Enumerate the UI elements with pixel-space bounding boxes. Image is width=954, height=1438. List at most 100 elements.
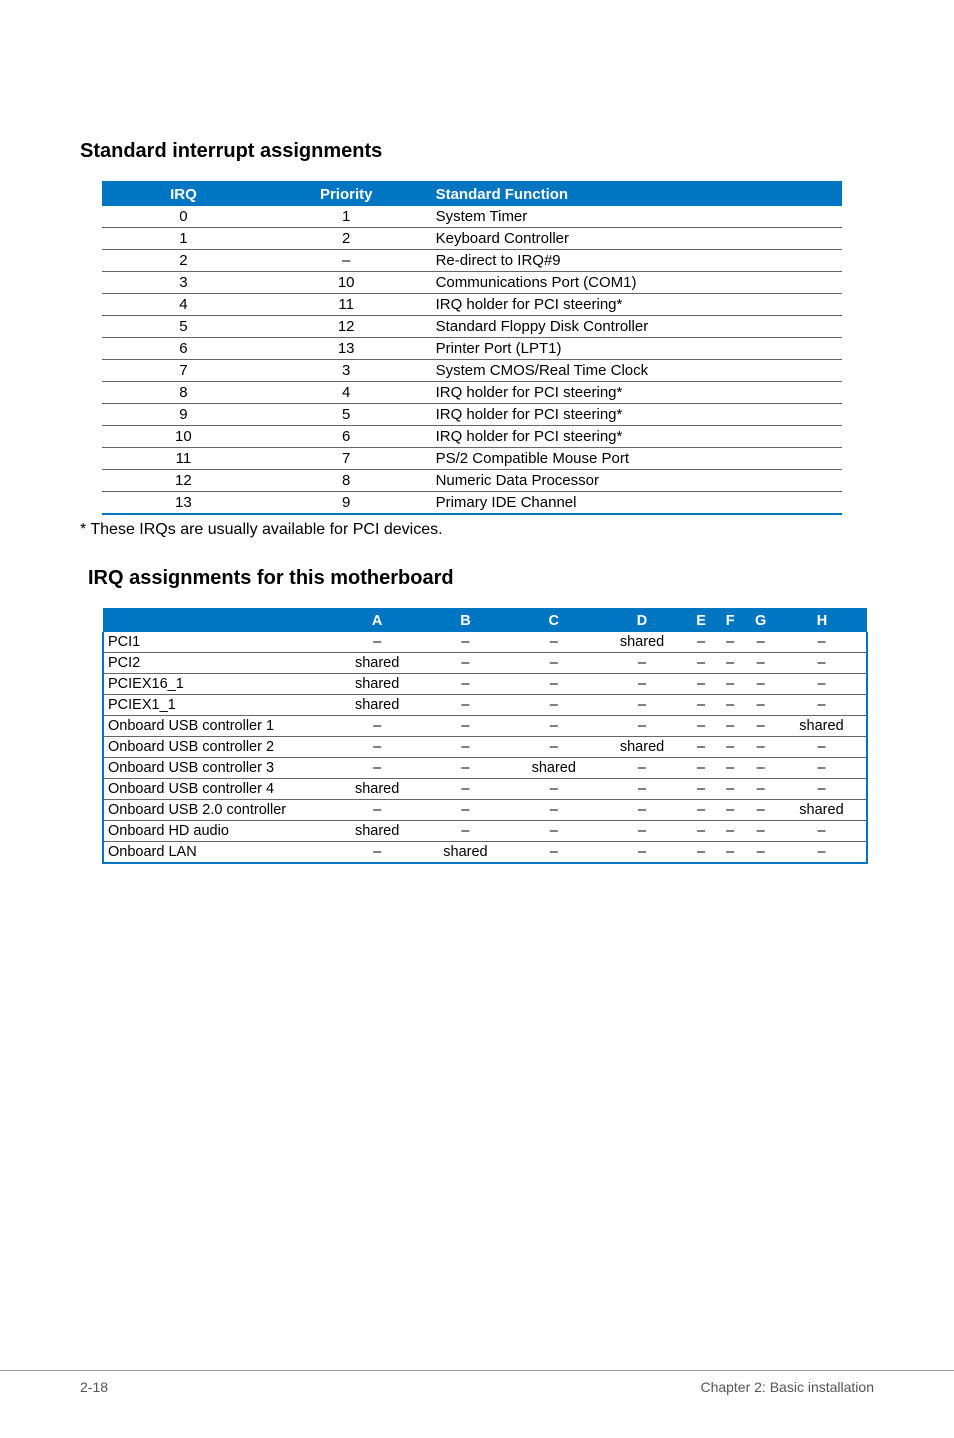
page-footer: 2-18 Chapter 2: Basic installation (0, 1370, 954, 1425)
table-row: 613Printer Port (LPT1) (102, 338, 842, 360)
row-label: PCI2 (103, 653, 333, 674)
table-cell: – (421, 674, 509, 695)
table-cell: – (421, 821, 509, 842)
table-cell: – (421, 779, 509, 800)
table-cell: – (333, 716, 421, 737)
table-cell: – (777, 842, 867, 864)
table-cell: – (777, 821, 867, 842)
table-cell: 8 (102, 382, 265, 404)
table-cell: – (744, 695, 777, 716)
table-cell: – (686, 779, 716, 800)
table-cell: – (333, 737, 421, 758)
table-row: PCI2shared––––––– (103, 653, 867, 674)
table-cell: – (686, 842, 716, 864)
table-cell: 3 (265, 360, 428, 382)
row-label: Onboard USB controller 2 (103, 737, 333, 758)
table-cell: Re-direct to IRQ#9 (428, 250, 842, 272)
table-cell: – (421, 632, 509, 653)
table-row: PCI1–––shared–––– (103, 632, 867, 653)
table-cell: 1 (102, 228, 265, 250)
table-cell: – (686, 653, 716, 674)
table-cell: 4 (102, 294, 265, 316)
table-cell: – (333, 800, 421, 821)
table-cell: – (510, 695, 598, 716)
table-cell: 2 (102, 250, 265, 272)
table-cell: – (716, 674, 744, 695)
table-cell: – (744, 653, 777, 674)
table-row: 411IRQ holder for PCI steering* (102, 294, 842, 316)
irq-footnote: * These IRQs are usually available for P… (80, 521, 874, 539)
table-cell: – (510, 821, 598, 842)
table-cell: 10 (102, 426, 265, 448)
table-cell: shared (333, 779, 421, 800)
table-row: 512Standard Floppy Disk Controller (102, 316, 842, 338)
table-row: Onboard USB controller 4shared––––––– (103, 779, 867, 800)
table-cell: 5 (102, 316, 265, 338)
table-cell: – (265, 250, 428, 272)
table-cell: – (510, 842, 598, 864)
table-cell: – (598, 653, 686, 674)
table-row: 2–Re-direct to IRQ#9 (102, 250, 842, 272)
table-cell: – (744, 842, 777, 864)
irq-header-priority: Priority (265, 182, 428, 206)
table-cell: shared (333, 695, 421, 716)
table-row: 73System CMOS/Real Time Clock (102, 360, 842, 382)
table-cell: Numeric Data Processor (428, 470, 842, 492)
table-cell: 11 (102, 448, 265, 470)
assign-header-a: A (333, 609, 421, 632)
assign-header-b: B (421, 609, 509, 632)
table-row: 117PS/2 Compatible Mouse Port (102, 448, 842, 470)
assign-header-f: F (716, 609, 744, 632)
table-cell: – (333, 632, 421, 653)
table-cell: – (421, 695, 509, 716)
table-cell: – (686, 632, 716, 653)
table-cell: shared (777, 716, 867, 737)
table-cell: – (421, 737, 509, 758)
row-label: Onboard USB 2.0 controller (103, 800, 333, 821)
table-cell: – (510, 800, 598, 821)
table-cell: – (777, 674, 867, 695)
table-cell: – (598, 758, 686, 779)
row-label: Onboard USB controller 1 (103, 716, 333, 737)
table-row: 106IRQ holder for PCI steering* (102, 426, 842, 448)
table-cell: System Timer (428, 206, 842, 228)
table-cell: IRQ holder for PCI steering* (428, 382, 842, 404)
row-label: PCIEX16_1 (103, 674, 333, 695)
table-cell: – (716, 800, 744, 821)
row-label: Onboard HD audio (103, 821, 333, 842)
irq-assignments-title: IRQ assignments for this motherboard (88, 567, 874, 590)
table-cell: – (686, 737, 716, 758)
table-cell: – (598, 800, 686, 821)
table-cell: – (421, 800, 509, 821)
table-row: 01System Timer (102, 206, 842, 228)
footer-page-number: 2-18 (80, 1379, 108, 1395)
row-label: Onboard USB controller 4 (103, 779, 333, 800)
table-row: 12Keyboard Controller (102, 228, 842, 250)
table-cell: – (744, 674, 777, 695)
table-cell: System CMOS/Real Time Clock (428, 360, 842, 382)
table-cell: 2 (265, 228, 428, 250)
table-cell: – (716, 779, 744, 800)
page-content: Standard interrupt assignments IRQ Prior… (0, 0, 954, 1370)
table-cell: – (686, 800, 716, 821)
irq-header-function: Standard Function (428, 182, 842, 206)
assignments-table: A B C D E F G H PCI1–––shared––––PCI2sha… (102, 608, 868, 864)
table-cell: 11 (265, 294, 428, 316)
table-cell: – (777, 779, 867, 800)
table-cell: Primary IDE Channel (428, 492, 842, 515)
table-row: Onboard USB 2.0 controller–––––––shared (103, 800, 867, 821)
table-cell: – (777, 737, 867, 758)
table-cell: – (510, 632, 598, 653)
table-row: Onboard USB controller 3––shared––––– (103, 758, 867, 779)
table-cell: – (744, 758, 777, 779)
table-cell: IRQ holder for PCI steering* (428, 294, 842, 316)
table-cell: – (744, 779, 777, 800)
table-cell: – (777, 758, 867, 779)
irq-table-header-row: IRQ Priority Standard Function (102, 182, 842, 206)
table-row: 139Primary IDE Channel (102, 492, 842, 515)
table-cell: 7 (265, 448, 428, 470)
table-cell: 5 (265, 404, 428, 426)
irq-header-irq: IRQ (102, 182, 265, 206)
table-cell: 12 (265, 316, 428, 338)
table-cell: PS/2 Compatible Mouse Port (428, 448, 842, 470)
